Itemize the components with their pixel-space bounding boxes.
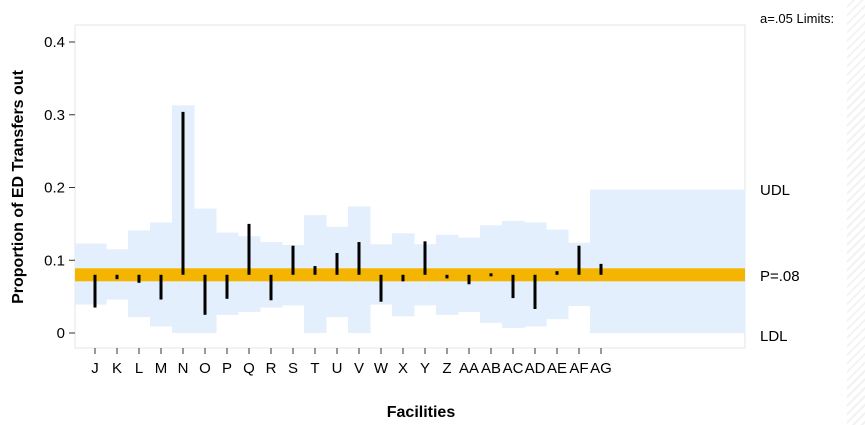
- x-tick-label: U: [332, 360, 343, 377]
- y-tick-label: 0: [57, 325, 65, 342]
- y-tick-label: 0.3: [44, 107, 65, 124]
- center-value-label: P=.08: [760, 268, 800, 285]
- x-tick-label: V: [354, 360, 364, 377]
- y-tick-label: 0.4: [44, 34, 65, 51]
- x-tick-label: P: [222, 360, 232, 377]
- x-tick-label: Z: [442, 360, 451, 377]
- udl-label: UDL: [760, 182, 790, 199]
- x-tick-label: AA: [459, 360, 479, 377]
- x-tick-label: T: [310, 360, 319, 377]
- x-axis-ticks: J K L M N O P Q R S T U V W X Y Z AA AB AC AD AE AF AG: [91, 348, 612, 377]
- x-tick-label: N: [178, 360, 189, 377]
- x-tick-label: AD: [525, 360, 546, 377]
- center-line: [75, 268, 745, 282]
- limits-note: a=.05 Limits:: [760, 11, 834, 26]
- x-tick-label: X: [398, 360, 408, 377]
- y-tick-label: 0.1: [44, 252, 65, 269]
- x-tick-label: AG: [590, 360, 612, 377]
- x-tick-label: AE: [547, 360, 567, 377]
- x-tick-label: Q: [243, 360, 255, 377]
- x-tick-label: J: [91, 360, 99, 377]
- deviation-bars: [93, 111, 603, 315]
- x-tick-label: L: [135, 360, 143, 377]
- x-tick-label: AC: [503, 360, 524, 377]
- x-tick-label: M: [155, 360, 168, 377]
- x-tick-label: Y: [420, 360, 430, 377]
- decorative-edge-pattern: [847, 0, 865, 425]
- x-tick-label: K: [112, 360, 122, 377]
- y-axis-title: Proportion of ED Transfers out: [10, 69, 27, 303]
- limit-band: [590, 189, 746, 333]
- y-axis-ticks: 0 0.1 0.2 0.3 0.4: [44, 34, 75, 342]
- y-tick-label: 0.2: [44, 180, 65, 197]
- x-axis-title: Facilities: [387, 404, 456, 421]
- x-tick-label: W: [374, 360, 389, 377]
- x-tick-label: S: [288, 360, 298, 377]
- x-tick-label: AF: [569, 360, 588, 377]
- ldl-label: LDL: [760, 328, 788, 345]
- x-tick-label: R: [266, 360, 277, 377]
- x-tick-label: O: [199, 360, 211, 377]
- x-tick-label: AB: [481, 360, 501, 377]
